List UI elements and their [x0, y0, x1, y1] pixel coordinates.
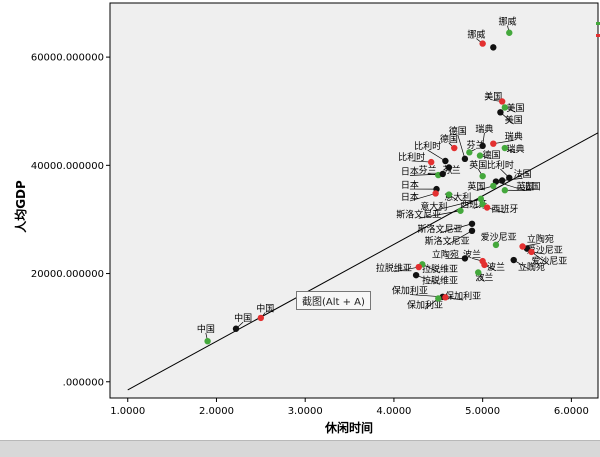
window-bottom-bar — [0, 440, 600, 457]
data-point — [502, 145, 508, 151]
point-label: 保加利亚 — [445, 290, 481, 302]
x-tick-label: 3.0000 — [288, 406, 323, 417]
x-tick-label: 4.0000 — [376, 406, 411, 417]
point-label: 波兰 — [487, 261, 505, 273]
data-point — [493, 242, 499, 248]
data-point — [479, 40, 485, 46]
data-point — [428, 159, 434, 165]
data-point — [475, 269, 481, 275]
point-label: 英国 — [469, 159, 487, 171]
data-point — [442, 158, 448, 164]
point-label: 斯洛文尼亚 — [396, 208, 441, 220]
data-point — [466, 149, 472, 155]
y-axis-title: 人均GDP — [12, 180, 29, 233]
data-point — [477, 152, 483, 158]
point-label: 法国 — [522, 181, 540, 193]
data-point — [440, 171, 446, 177]
point-label: 保加利亚 — [392, 285, 428, 297]
point-label: 比利时 — [398, 151, 425, 163]
data-point — [233, 326, 239, 332]
point-label: 爱沙尼亚 — [481, 232, 517, 243]
point-label: 美国 — [505, 114, 523, 126]
point-label: 英国 — [467, 181, 485, 193]
point-label: 中国 — [197, 323, 215, 335]
data-point — [432, 190, 438, 196]
data-point — [457, 208, 463, 214]
data-point — [481, 262, 487, 268]
data-point — [479, 173, 485, 179]
point-label: 斯洛文尼亚 — [425, 235, 470, 247]
y-tick-label: .000000 — [63, 377, 104, 388]
point-label: 拉脱维亚 — [422, 274, 458, 286]
data-point — [490, 140, 496, 146]
data-point — [462, 255, 468, 261]
data-point — [462, 156, 468, 162]
data-point — [499, 177, 505, 183]
data-point — [528, 249, 534, 255]
x-tick-label: 5.0000 — [465, 406, 500, 417]
point-label: 西班牙 — [491, 203, 518, 215]
data-point — [416, 264, 422, 270]
y-tick-label: 40000.000000 — [31, 161, 104, 172]
data-point — [484, 204, 490, 210]
point-label: 挪威 — [467, 29, 485, 41]
data-point — [479, 143, 485, 149]
point-label: 中国 — [234, 312, 252, 324]
point-label: 瑞典 — [505, 130, 523, 142]
point-label: 日本 — [401, 191, 419, 203]
point-label: 比利时 — [487, 159, 514, 171]
data-point — [204, 338, 210, 344]
y-tick-label: 20000.000000 — [31, 269, 104, 280]
x-tick-label: 2.0000 — [199, 406, 234, 417]
point-label: 比利时 — [414, 140, 441, 152]
point-label: 立陶宛 — [432, 248, 459, 260]
point-label: 德国 — [440, 133, 458, 145]
data-point — [506, 30, 512, 36]
x-tick-label: 1.0000 — [110, 406, 145, 417]
point-label: 立陶宛 — [527, 233, 554, 245]
screenshot-tooltip: 截图(Alt + A) — [296, 291, 371, 310]
point-label: 瑞典 — [475, 123, 493, 135]
point-label: 德国 — [483, 149, 501, 161]
data-point — [519, 243, 525, 249]
data-point — [490, 183, 496, 189]
data-point — [502, 104, 508, 110]
data-point — [506, 175, 512, 181]
point-label: 拉脱维亚 — [376, 262, 412, 274]
data-point — [435, 295, 441, 301]
x-axis-title: 休闲时间 — [325, 419, 373, 436]
point-label: 斯洛文尼亚 — [418, 223, 463, 235]
point-label: 拉脱维亚 — [422, 263, 458, 275]
point-label: 立陶宛 — [518, 261, 545, 273]
data-point — [478, 196, 484, 202]
data-point — [446, 191, 452, 197]
point-label: 美国 — [506, 102, 524, 114]
data-point — [469, 228, 475, 234]
data-point — [497, 109, 503, 115]
scatter-chart: 1.0000 2.0000 3.0000 4.0000 5.0000 6.0000 .000… — [0, 0, 600, 440]
data-point — [469, 221, 475, 227]
data-point — [451, 145, 457, 151]
plot-area — [110, 3, 598, 398]
y-tick-label: 60000.000000 — [31, 53, 104, 64]
edge-marker — [596, 22, 600, 25]
edge-marker — [596, 34, 600, 37]
data-point — [490, 44, 496, 50]
data-point — [413, 272, 419, 278]
point-label: 瑞典 — [506, 143, 524, 155]
data-point — [442, 294, 448, 300]
data-point — [511, 257, 517, 263]
point-label: 日本 — [401, 166, 419, 178]
x-tick-label: 6.0000 — [554, 406, 589, 417]
data-point — [502, 187, 508, 193]
point-label: 中国 — [256, 302, 274, 314]
point-label: 日本 — [401, 179, 419, 191]
data-point — [258, 315, 264, 321]
data-point — [446, 164, 452, 170]
point-label: 法国 — [514, 168, 532, 180]
point-label: 挪威 — [498, 16, 516, 28]
data-point — [499, 98, 505, 104]
